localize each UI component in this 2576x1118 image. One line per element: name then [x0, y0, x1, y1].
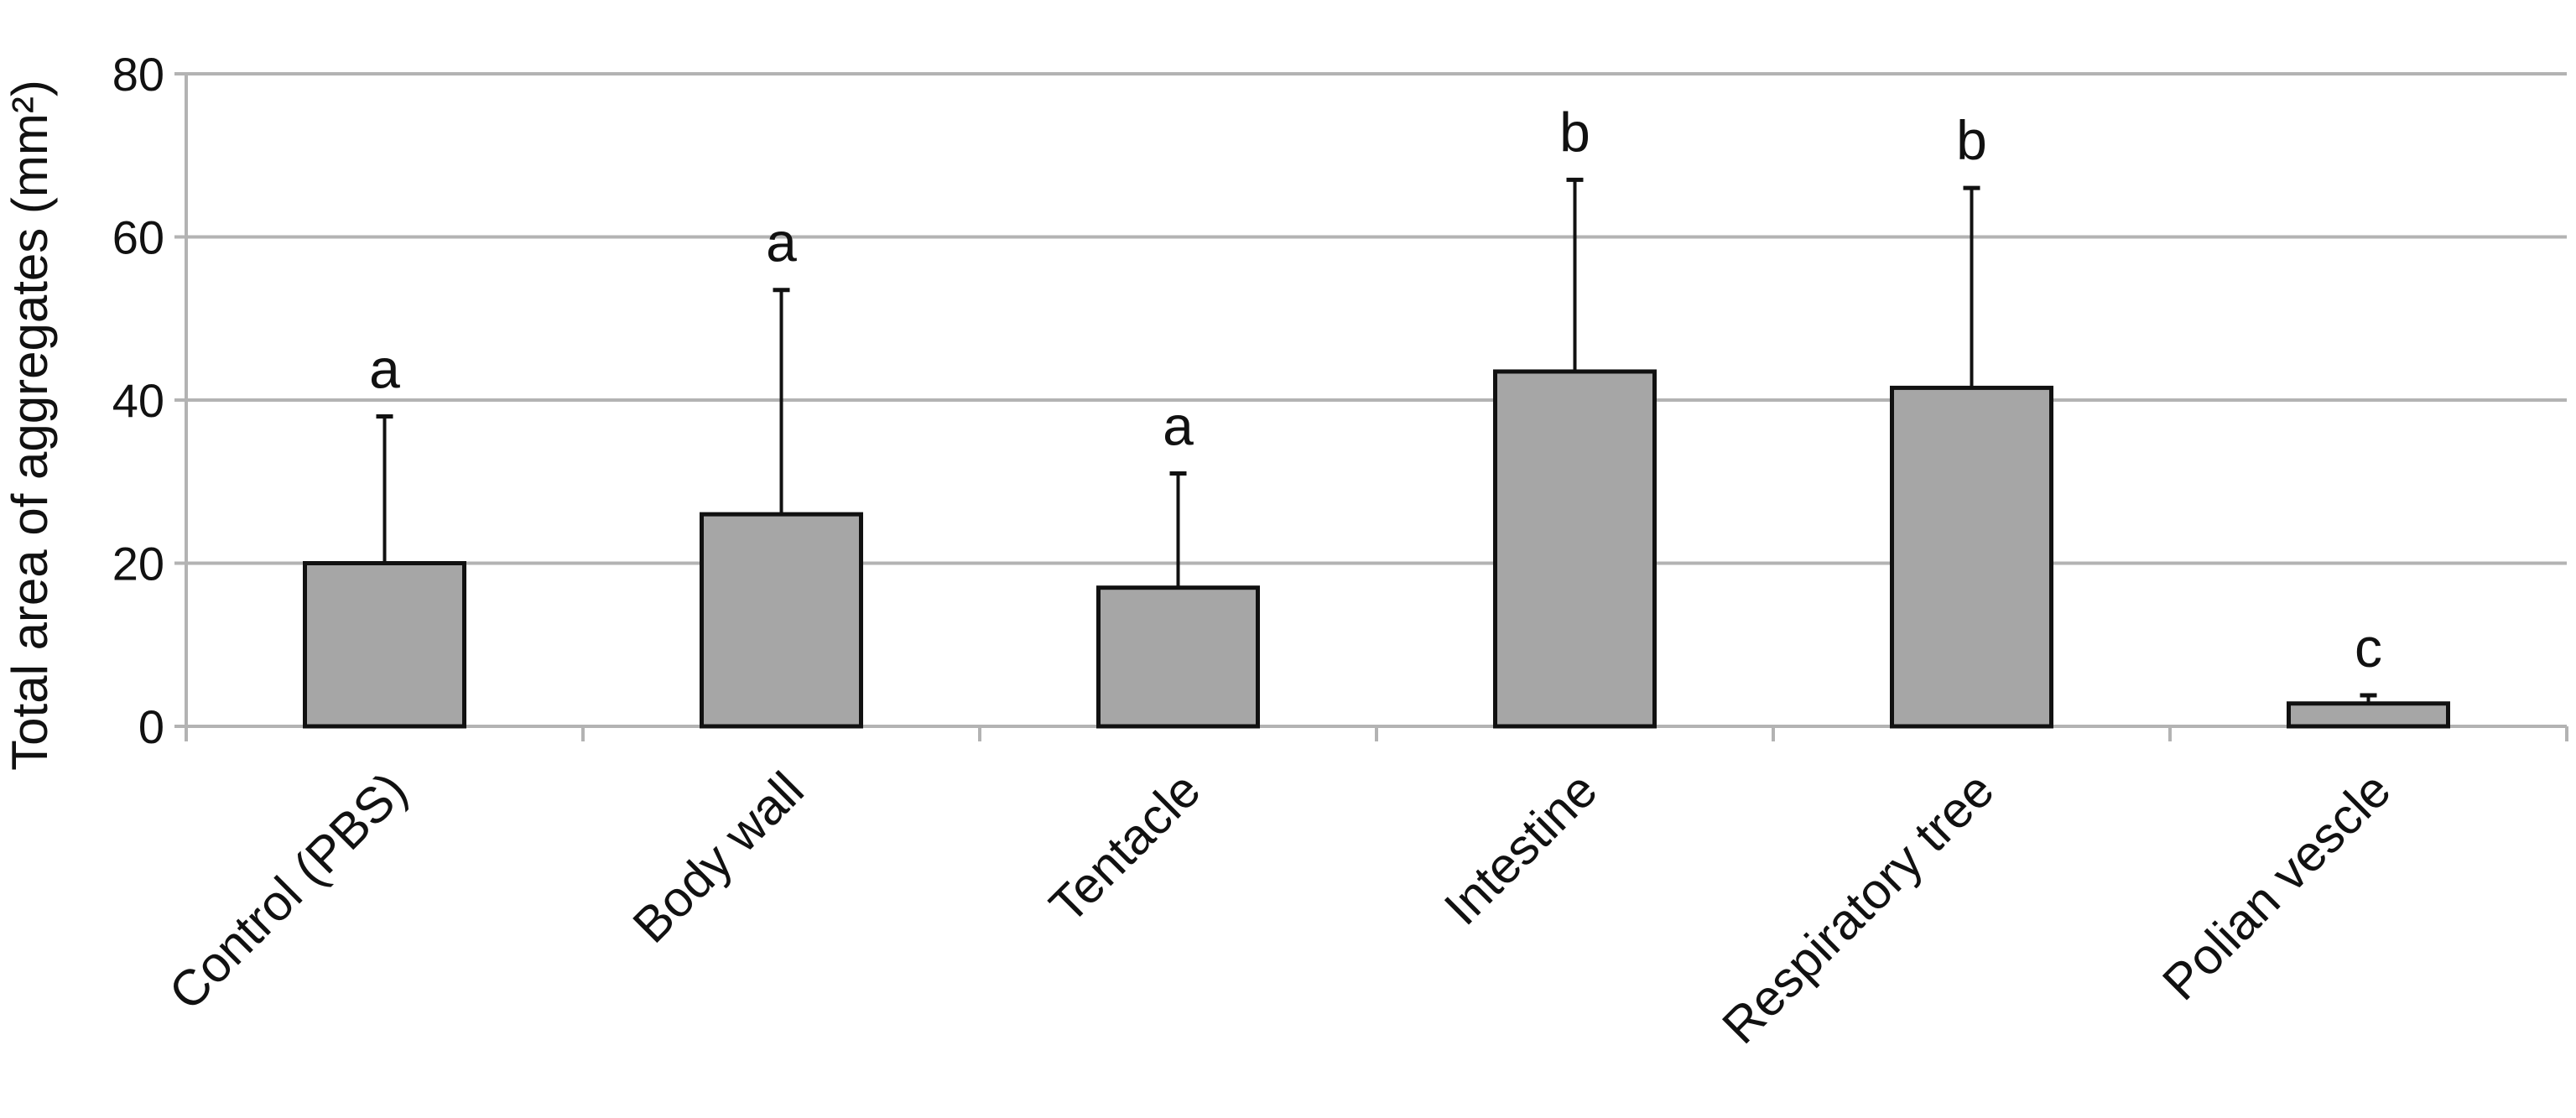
significance-label: b [1956, 109, 1987, 171]
bar [1096, 585, 1260, 729]
bar [700, 512, 863, 729]
category-label: Polian vescle [2152, 762, 2401, 1011]
category-label: Body wall [622, 762, 814, 954]
bar [2287, 701, 2450, 729]
y-tick-labels: 0 20 40 60 80 [112, 48, 164, 753]
error-bars [376, 177, 2377, 704]
category-label: Intestine [1434, 762, 1608, 936]
category-label: Control (PBS) [159, 762, 418, 1021]
grid-lines [174, 72, 2568, 741]
y-tick-label: 20 [112, 538, 164, 590]
significance-label: a [369, 337, 400, 399]
significance-label: c [2355, 616, 2382, 679]
category-label: Respiratory tree [1712, 762, 2005, 1054]
y-tick-label: 0 [138, 700, 164, 753]
significance-label: a [766, 211, 797, 273]
bar [1890, 385, 2053, 729]
bar [1493, 369, 1657, 729]
bar [303, 561, 466, 729]
y-tick-label: 80 [112, 48, 164, 101]
y-tick-label: 60 [112, 211, 164, 264]
significance-label: a [1163, 395, 1194, 457]
category-labels: Control (PBS) Body wall Tentacle Intestine R… [159, 762, 2402, 1054]
significance-labels: a a a b b c [369, 101, 2382, 679]
axes [185, 74, 2567, 728]
significance-label: b [1559, 101, 1590, 163]
bars [303, 369, 2450, 729]
y-tick-label: 40 [112, 374, 164, 427]
category-label: Tentacle [1038, 762, 1210, 933]
y-axis-title: Total area of aggregates (mm²) [2, 80, 58, 771]
